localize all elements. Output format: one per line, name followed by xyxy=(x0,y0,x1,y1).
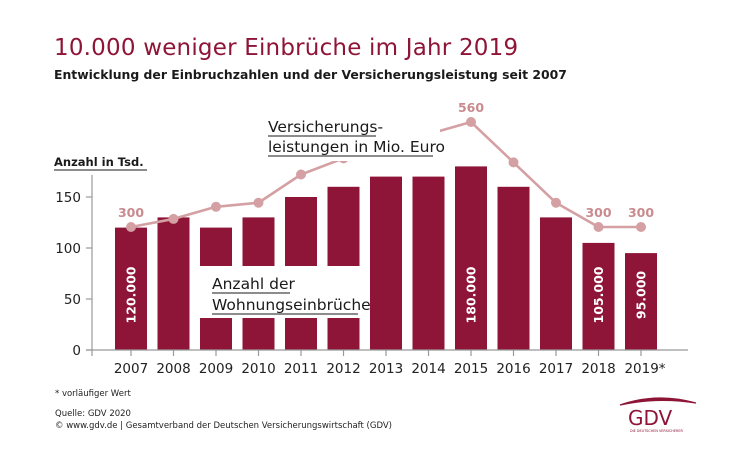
axis-layer: 0 50 100 150 2007 2008 2009 2010 2011 2012 2013 201… xyxy=(54,155,688,377)
bar-2008 xyxy=(157,217,190,350)
x-tick-label: 2010 xyxy=(241,361,275,377)
x-tick-label: 2018 xyxy=(581,361,615,377)
line-point-2007 xyxy=(126,222,136,232)
chart: 120.000 180.000 105.000 95.000 300 560 300 300… xyxy=(54,100,688,377)
x-tick-label: 2009 xyxy=(199,361,233,377)
line-point-2017 xyxy=(551,197,561,208)
line-data-label: 560 xyxy=(458,100,484,115)
logo-tagline: DIE DEUTSCHEN VERSICHERER xyxy=(630,429,683,433)
gdv-logo: GDV DIE DEUTSCHEN VERSICHERER xyxy=(619,397,697,433)
x-tick-label: 2012 xyxy=(326,361,360,377)
bar-data-label: 120.000 xyxy=(124,266,139,323)
line-point-2009 xyxy=(211,201,221,212)
line-data-label: 300 xyxy=(585,205,611,220)
line-point-2008 xyxy=(168,213,179,224)
line-series-label: Versicherungs- xyxy=(268,118,383,136)
line-data-label: 300 xyxy=(118,205,144,220)
bar-series-label: Wohnungseinbrüche xyxy=(212,296,371,314)
source-note: Quelle: GDV 2020 xyxy=(55,409,131,419)
x-tick-label: 2008 xyxy=(156,361,190,377)
bar-label-backdrop xyxy=(196,266,366,318)
annotation-layer: Versicherungs-leistungen in Mio. Euro Anz… xyxy=(196,114,445,318)
bar-2013 xyxy=(370,176,402,350)
bars-layer: 120.000 180.000 105.000 95.000 xyxy=(115,166,657,350)
x-tick-label: 2017 xyxy=(539,361,573,377)
y-tick-label: 0 xyxy=(72,343,81,359)
y-tick-label: 150 xyxy=(55,190,81,206)
bar-data-label: 95.000 xyxy=(634,271,649,320)
bar-series-label: Anzahl der xyxy=(212,275,295,293)
line-point-2010 xyxy=(253,197,264,208)
bar-2019 xyxy=(625,253,657,350)
x-tick-label: 2015 xyxy=(454,361,488,377)
line-series-label: leistungen in Mio. Euro xyxy=(268,138,445,156)
bar-data-label: 180.000 xyxy=(464,266,479,323)
x-tick-label: 2019* xyxy=(624,361,665,377)
bar-data-label: 105.000 xyxy=(591,266,606,323)
y-axis-label: Anzahl in Tsd. xyxy=(54,155,144,169)
line-point-2016 xyxy=(508,157,519,168)
y-tick-label: 100 xyxy=(55,241,81,257)
line-point-2015 xyxy=(466,117,476,127)
x-tick-label: 2007 xyxy=(114,361,148,377)
chart-subtitle: Entwicklung der Einbruchzahlen und der V… xyxy=(54,67,567,82)
line-point-2018 xyxy=(593,222,604,232)
logo-swoosh xyxy=(619,397,697,406)
logo-text: GDV xyxy=(628,406,673,430)
line-point-2011 xyxy=(296,169,306,180)
line-point-2019 xyxy=(636,222,646,232)
copyright-note: © www.gdv.de | Gesamtverband der Deutsch… xyxy=(55,421,392,431)
bar-2014 xyxy=(412,176,445,350)
footnote: * vorläufiger Wert xyxy=(55,389,131,399)
bar-2007 xyxy=(115,227,147,350)
line-label-backdrop xyxy=(262,114,440,161)
bar-2018 xyxy=(582,242,615,350)
bar-2016 xyxy=(497,186,530,350)
x-tick-label: 2016 xyxy=(496,361,530,377)
chart-title: 10.000 weniger Einbrüche im Jahr 2019 xyxy=(54,35,519,61)
x-tick-label: 2013 xyxy=(369,361,403,377)
x-tick-label: 2011 xyxy=(284,361,318,377)
y-tick-label: 50 xyxy=(64,292,81,308)
line-data-label: 300 xyxy=(628,205,654,220)
bar-2015 xyxy=(455,166,487,350)
bar-2017 xyxy=(540,217,572,350)
x-tick-label: 2014 xyxy=(411,361,445,377)
